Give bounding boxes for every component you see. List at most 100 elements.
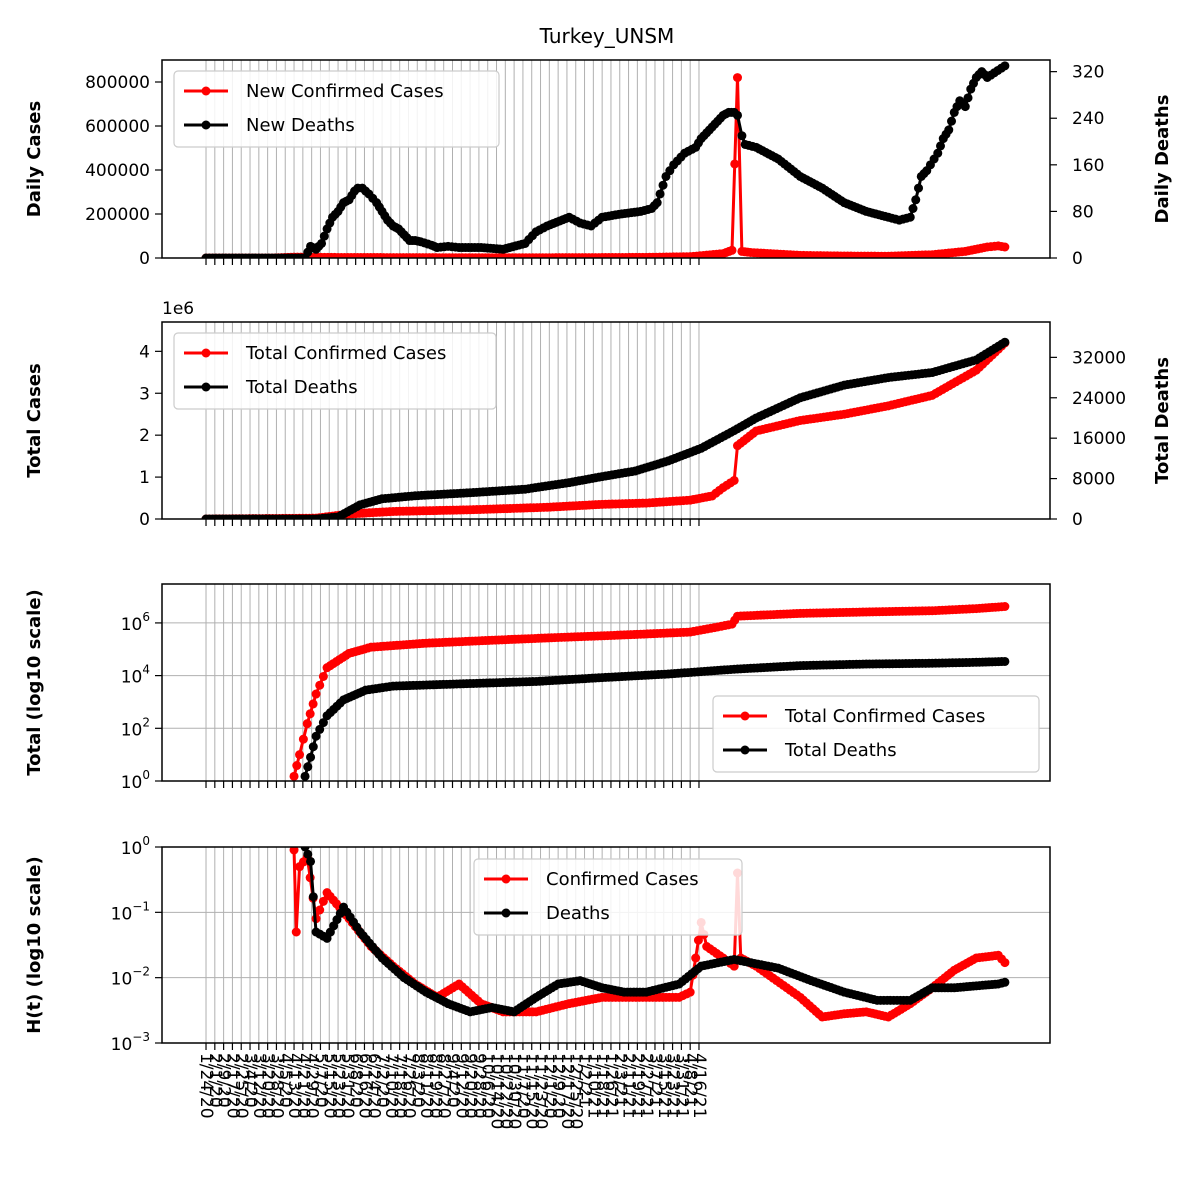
y-right-tick-label: 240 <box>1072 109 1104 129</box>
x-tick-label: 7/26/20 <box>398 1053 418 1119</box>
data-point <box>693 935 703 945</box>
x-tick-label: 2/19/21 <box>627 1053 647 1119</box>
data-point <box>944 125 954 135</box>
x-tick-label: 5/15/20 <box>319 1053 339 1119</box>
legend-box <box>173 332 497 410</box>
legend-entry: Deaths <box>484 903 610 924</box>
data-point <box>298 734 308 744</box>
data-point <box>732 110 742 120</box>
y-right-tick-label: 0 <box>1072 249 1083 269</box>
legend: New Confirmed Cases New Deaths <box>173 70 500 148</box>
legend-label: Total Confirmed Cases <box>784 706 985 727</box>
x-tick-label: 2/9/20 <box>214 1053 234 1108</box>
x-tick-label: 11/15/20 <box>522 1053 542 1129</box>
data-point <box>730 159 740 169</box>
y-tick-exponent: −2 <box>132 965 150 979</box>
y-right-tick-label: 24000 <box>1072 389 1126 409</box>
x-tick-label: 3/7/21 <box>645 1053 665 1108</box>
y-right-tick-label: 320 <box>1072 63 1104 83</box>
data-point <box>305 709 315 719</box>
data-point <box>308 742 318 752</box>
data-point <box>936 141 946 151</box>
legend-marker <box>201 348 211 358</box>
x-tick-label: 8/11/20 <box>416 1053 436 1119</box>
x-tick-label: 7/18/20 <box>390 1053 410 1119</box>
x-tick-label: 10/14/20 <box>487 1053 507 1129</box>
data-point <box>300 771 310 781</box>
legend-box <box>173 70 500 148</box>
y-axis-label: H(t) (log10 scale) <box>24 856 45 1034</box>
data-point <box>311 689 321 699</box>
data-point <box>306 856 316 866</box>
x-tick-label: 8/19/20 <box>425 1053 445 1119</box>
legend-box <box>473 858 743 936</box>
y-tick-label: 200000 <box>85 205 150 225</box>
plot-frame <box>161 59 1051 259</box>
y-tick-label: 100 <box>121 768 150 793</box>
data-point <box>1000 242 1010 252</box>
data-point <box>317 238 327 248</box>
legend-marker <box>501 908 511 918</box>
x-tick-label: 3/23/21 <box>663 1053 683 1119</box>
y-tick-exponent: 4 <box>142 663 150 677</box>
data-point <box>292 761 302 771</box>
x-tick-label: 4/13/20 <box>284 1053 304 1119</box>
series-group <box>289 847 1010 1022</box>
y-tick-label: 4 <box>139 342 150 362</box>
legend-entry: Total Confirmed Cases <box>184 343 446 364</box>
y-tick-label: 10−1 <box>111 899 150 924</box>
data-point <box>658 180 668 190</box>
y-tick-exponent: 0 <box>142 768 150 782</box>
y-tick-label: 10−2 <box>111 965 150 990</box>
x-tick-label: 6/8/20 <box>346 1053 366 1108</box>
y-tick-base: 10 <box>111 1035 133 1055</box>
data-point <box>732 73 742 83</box>
series-2 <box>300 847 1010 1017</box>
data-point <box>303 762 313 772</box>
chart-title: Turkey_UNSM <box>539 24 675 48</box>
x-tick-label: 8/3/20 <box>407 1053 427 1108</box>
y-tick-label: 102 <box>121 715 150 740</box>
legend-marker <box>740 745 750 755</box>
y-tick-label: 2 <box>139 426 150 446</box>
x-tick-label: 1/10/21 <box>583 1053 603 1119</box>
legend: Total Confirmed Cases Total Deaths <box>173 332 497 410</box>
y-tick-base: 10 <box>121 615 143 635</box>
x-tick-label: 7/10/20 <box>381 1053 401 1119</box>
y-offset-text: 1e6 <box>162 299 194 319</box>
legend: Confirmed Cases Deaths <box>473 858 743 936</box>
x-tick-label: 9/28/20 <box>469 1053 489 1119</box>
legend-marker <box>201 382 211 392</box>
y-tick-exponent: 6 <box>142 610 150 624</box>
data-point <box>729 475 739 485</box>
data-point <box>308 892 318 902</box>
legend-entry: Total Deaths <box>723 740 897 761</box>
data-point <box>318 718 328 728</box>
plot-frame <box>161 846 1051 1044</box>
x-tick-label: 7/2/20 <box>372 1053 392 1108</box>
y-right-tick-label: 16000 <box>1072 429 1126 449</box>
y-tick-label: 600000 <box>85 117 150 137</box>
legend-label: New Deaths <box>246 115 355 136</box>
x-tick-label: 2/17/20 <box>222 1053 242 1119</box>
data-point <box>318 671 328 681</box>
y-tick-base: 10 <box>111 904 133 924</box>
x-tick-label: 3/12/20 <box>249 1053 269 1119</box>
x-tick-label: 12/17/20 <box>557 1053 577 1129</box>
legend-label: Total Confirmed Cases <box>245 343 446 364</box>
y-tick-label: 400000 <box>85 161 150 181</box>
x-tick-label: 6/24/20 <box>363 1053 383 1119</box>
data-point <box>947 116 957 126</box>
panel-2: 0 1 2 3 4 0 8000 16000 24000 32000 1e6 Total Cases T… <box>24 299 1173 530</box>
y-axis-label: Daily Cases <box>24 101 45 217</box>
x-tick-label: 1/18/21 <box>592 1053 612 1119</box>
panel-1: 0 200000 400000 600000 800000 0 80 160 240 320 Dai… <box>24 59 1173 269</box>
y-right-axis-label: Daily Deaths <box>1152 95 1173 224</box>
x-tick-label: 5/23/20 <box>328 1053 348 1119</box>
data-point <box>727 245 737 255</box>
y-tick-exponent: −3 <box>132 1030 150 1044</box>
legend-marker <box>201 86 211 96</box>
data-point <box>295 750 305 760</box>
